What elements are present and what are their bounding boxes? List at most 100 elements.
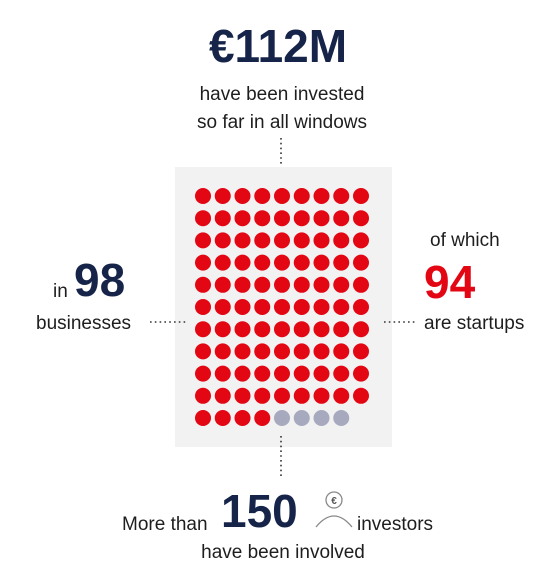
- startup-dot: [293, 365, 310, 382]
- businesses-value: 98: [74, 254, 125, 306]
- startup-dot: [274, 321, 290, 338]
- startup-dot: [333, 232, 350, 249]
- startup-dot: [254, 232, 271, 249]
- businesses-prefix: in: [53, 281, 68, 302]
- startup-dot: [195, 210, 211, 227]
- startup-dot: [234, 299, 251, 315]
- startup-dot: [353, 210, 369, 227]
- startup-dot: [214, 210, 231, 227]
- startup-dot: [234, 232, 251, 249]
- startup-dot: [195, 387, 211, 404]
- startup-dot: [313, 232, 330, 249]
- startup-dot: [293, 232, 310, 249]
- startup-dot: [195, 299, 211, 315]
- startup-dot: [313, 210, 330, 227]
- businesses-label: businesses: [36, 313, 131, 334]
- startup-dot: [293, 254, 310, 271]
- business-dot: [333, 410, 350, 426]
- startup-dot: [313, 276, 330, 293]
- startup-dot: [195, 254, 211, 271]
- business-dot: [274, 410, 290, 426]
- startup-dot: [353, 321, 369, 338]
- startup-dot: [274, 343, 290, 360]
- startup-dot: [274, 387, 290, 404]
- headline-line: have been invested: [200, 84, 365, 105]
- startup-dot: [333, 387, 350, 404]
- startup-dot: [234, 410, 251, 426]
- startups-label: are startups: [424, 313, 524, 334]
- startup-dot: [214, 343, 231, 360]
- startup-dot: [195, 343, 211, 360]
- startup-dot: [313, 365, 330, 382]
- startup-dot: [195, 232, 211, 249]
- startup-dot: [195, 321, 211, 338]
- business-dot: [313, 410, 330, 426]
- startup-dot: [313, 188, 330, 204]
- investor-icon: €: [315, 491, 353, 528]
- startup-dot: [214, 365, 231, 382]
- startup-dot: [293, 343, 310, 360]
- headline-amount: €112M: [209, 20, 347, 72]
- startup-dot: [254, 321, 271, 338]
- startup-dot: [195, 276, 211, 293]
- startup-dot: [254, 299, 271, 315]
- business-dot: [293, 410, 310, 426]
- startup-dot: [293, 188, 310, 204]
- startup-dot: [353, 254, 369, 271]
- investors-prefix: More than: [122, 514, 208, 535]
- startup-dot: [195, 365, 211, 382]
- startup-dot: [234, 276, 251, 293]
- startup-dot: [234, 365, 251, 382]
- startup-dot: [293, 387, 310, 404]
- startup-dot: [274, 254, 290, 271]
- startup-dot: [254, 410, 271, 426]
- startup-dot: [313, 299, 330, 315]
- startup-dot: [333, 321, 350, 338]
- startup-dot: [293, 210, 310, 227]
- startup-dot: [214, 254, 231, 271]
- startup-dot: [353, 365, 369, 382]
- startup-dot: [353, 276, 369, 293]
- startup-dot: [333, 343, 350, 360]
- startup-dot: [274, 188, 290, 204]
- startup-dot: [254, 276, 271, 293]
- investors-line: have been involved: [201, 542, 365, 563]
- startup-dot: [333, 299, 350, 315]
- startup-dot: [333, 254, 350, 271]
- startup-dot: [195, 410, 211, 426]
- startup-dot: [293, 299, 310, 315]
- startup-dot: [333, 276, 350, 293]
- startup-dot: [234, 343, 251, 360]
- startup-dot: [234, 321, 251, 338]
- startup-dot: [333, 365, 350, 382]
- startup-dot: [234, 188, 251, 204]
- startup-dot: [254, 343, 271, 360]
- svg-text:€: €: [331, 496, 337, 507]
- startup-dot: [313, 387, 330, 404]
- startup-dot: [274, 210, 290, 227]
- startup-dot: [353, 343, 369, 360]
- startup-dot: [214, 321, 231, 338]
- startup-dot: [274, 276, 290, 293]
- startup-dot: [214, 232, 231, 249]
- startup-dot: [234, 254, 251, 271]
- startup-dot: [234, 210, 251, 227]
- startup-dot: [234, 387, 251, 404]
- startup-dot: [333, 188, 350, 204]
- startup-dot: [214, 410, 231, 426]
- startup-dot: [353, 188, 369, 204]
- startup-dot: [293, 276, 310, 293]
- startup-dot: [313, 343, 330, 360]
- startup-dot: [293, 321, 310, 338]
- startup-dot: [333, 210, 350, 227]
- startup-dot: [214, 276, 231, 293]
- startup-dot: [353, 387, 369, 404]
- startups-value: 94: [424, 256, 476, 308]
- startup-dot: [274, 232, 290, 249]
- investors-label: investors: [357, 514, 433, 535]
- startup-dot: [274, 365, 290, 382]
- investors-value: 150: [221, 485, 298, 537]
- startup-dot: [313, 254, 330, 271]
- startup-dot: [254, 254, 271, 271]
